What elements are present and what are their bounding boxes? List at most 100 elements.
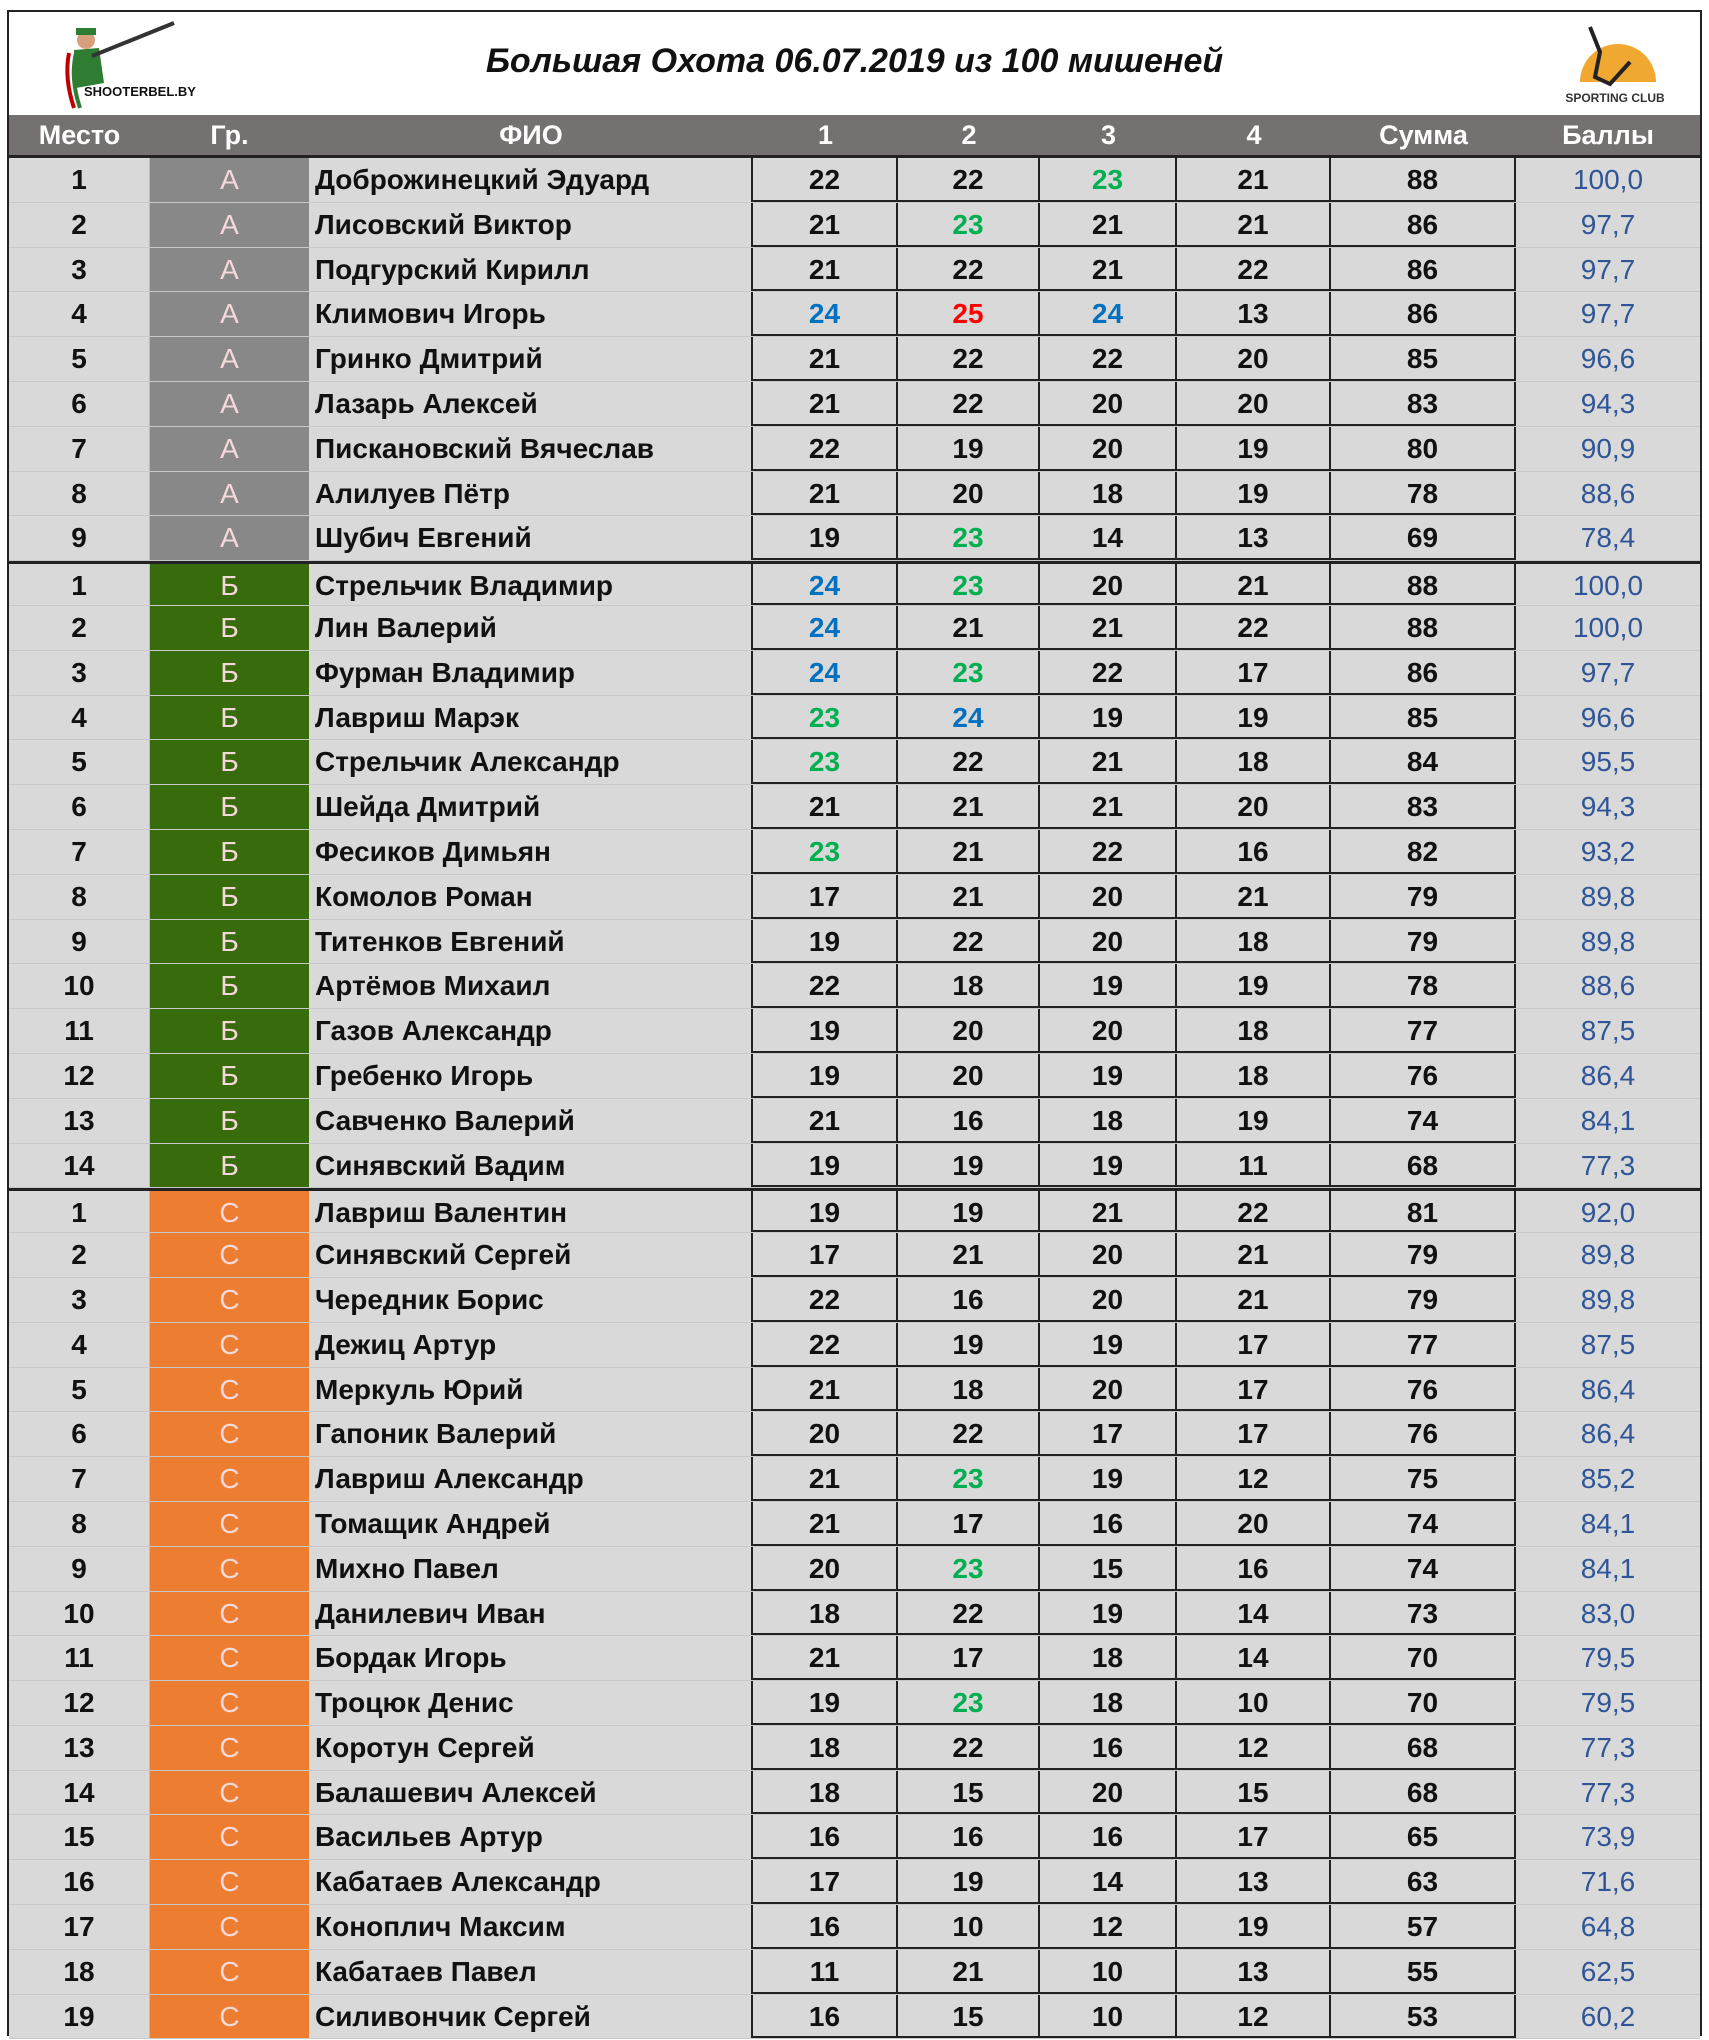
group-cell: Б <box>150 605 309 650</box>
table-row: 9 Б Титенков Евгений 19 22 20 18 79 89,8 <box>9 919 1700 965</box>
round-2-cell: 20 <box>898 1009 1040 1053</box>
group-cell: Б <box>150 1098 309 1143</box>
place-cell: 3 <box>9 650 150 695</box>
sum-cell: 86 <box>1331 650 1516 695</box>
name-cell: Артёмов Михаил <box>309 964 753 1009</box>
sum-cell: 75 <box>1331 1457 1516 1501</box>
round-2-cell: 22 <box>898 337 1040 381</box>
place-cell: 7 <box>9 829 150 874</box>
round-1-cell: 17 <box>753 1860 898 1905</box>
table-row: 3 А Подгурский Кирилл 21 22 21 22 86 97,7 <box>9 247 1700 293</box>
points-cell: 97,7 <box>1580 298 1636 330</box>
round-1-cell: 18 <box>753 1591 898 1636</box>
points-cell: 84,1 <box>1580 1104 1636 1136</box>
name-cell: Кабатаев Александр <box>309 1860 753 1905</box>
group-cell: С <box>150 1949 309 1994</box>
round-1-cell: 21 <box>753 381 898 426</box>
table-row: 6 Б Шейда Дмитрий 21 21 21 20 83 94,3 <box>9 785 1700 830</box>
name-cell: Данилевич Иван <box>309 1591 753 1636</box>
group-cell: Б <box>150 829 309 874</box>
sum-cell: 76 <box>1331 1412 1516 1457</box>
name-cell: Михно Павел <box>309 1546 753 1591</box>
place-cell: 6 <box>9 381 150 426</box>
round-2-cell: 18 <box>898 1367 1040 1412</box>
group-cell: Б <box>150 564 309 605</box>
sum-cell: 57 <box>1331 1905 1516 1949</box>
name-cell: Савченко Валерий <box>309 1098 753 1143</box>
round-3-cell: 18 <box>1040 471 1177 516</box>
sum-cell: 79 <box>1331 919 1516 964</box>
points-cell: 94,3 <box>1580 791 1636 823</box>
round-3-cell: 12 <box>1040 1905 1177 1949</box>
shooterbel-logo: SHOOTERBEL.BY <box>65 21 196 109</box>
place-cell: 8 <box>9 1501 150 1546</box>
place-cell: 4 <box>9 695 150 740</box>
points-cell: 97,7 <box>1580 656 1636 688</box>
sum-cell: 88 <box>1331 158 1516 202</box>
name-cell: Алилуев Пётр <box>309 471 753 516</box>
round-4-cell: 16 <box>1177 1546 1331 1591</box>
group-cell: С <box>150 1233 309 1277</box>
round-1-cell: 21 <box>753 471 898 516</box>
table-row: 11 Б Газов Александр 19 20 20 18 77 87,5 <box>9 1009 1700 1054</box>
header-group: Гр. <box>210 120 249 150</box>
table-row: 6 А Лазарь Алексей 21 22 20 20 83 94,3 <box>9 381 1700 427</box>
points-cell: 79,5 <box>1580 1687 1636 1719</box>
place-cell: 15 <box>9 1815 150 1860</box>
sum-cell: 77 <box>1331 1009 1516 1053</box>
round-2-cell: 22 <box>898 158 1040 202</box>
round-4-cell: 19 <box>1177 1905 1331 1949</box>
round-1-cell: 22 <box>753 1322 898 1367</box>
round-4-cell: 21 <box>1177 1233 1331 1277</box>
place-cell: 9 <box>9 1546 150 1591</box>
round-2-cell: 19 <box>898 426 1040 471</box>
round-2-cell: 19 <box>898 1860 1040 1905</box>
round-1-cell: 21 <box>753 1367 898 1412</box>
round-4-cell: 12 <box>1177 1457 1331 1501</box>
round-2-cell: 19 <box>898 1143 1040 1188</box>
place-cell: 4 <box>9 1322 150 1367</box>
sum-cell: 74 <box>1331 1098 1516 1143</box>
table-row: 4 С Дежиц Артур 22 19 19 17 77 87,5 <box>9 1322 1700 1368</box>
round-2-cell: 22 <box>898 1725 1040 1770</box>
group-cell: Б <box>150 1009 309 1053</box>
table-row: 1 С Лавриш Валентин 19 19 21 22 81 92,0 <box>9 1188 1700 1234</box>
round-2-cell: 21 <box>898 1949 1040 1994</box>
points-cell: 64,8 <box>1580 1911 1636 1943</box>
round-1-cell: 19 <box>753 1053 898 1098</box>
table-row: 18 С Кабатаев Павел 11 21 10 13 55 62,5 <box>9 1949 1700 1995</box>
table-row: 14 С Балашевич Алексей 18 15 20 15 68 77,3 <box>9 1770 1700 1816</box>
sum-cell: 84 <box>1331 740 1516 785</box>
place-cell: 10 <box>9 964 150 1009</box>
name-cell: Бордак Игорь <box>309 1636 753 1681</box>
round-2-cell: 23 <box>898 650 1040 695</box>
round-3-cell: 23 <box>1040 158 1177 202</box>
table-row: 8 А Алилуев Пётр 21 20 18 19 78 88,6 <box>9 471 1700 517</box>
round-2-cell: 17 <box>898 1636 1040 1681</box>
group-cell: А <box>150 158 309 202</box>
round-4-cell: 21 <box>1177 1277 1331 1322</box>
group-cell: С <box>150 1815 309 1860</box>
round-4-cell: 20 <box>1177 337 1331 381</box>
round-3-cell: 10 <box>1040 1949 1177 1994</box>
table-row: 9 А Шубич Евгений 19 23 14 13 69 78,4 <box>9 516 1700 562</box>
round-1-cell: 24 <box>753 564 898 605</box>
place-cell: 7 <box>9 1457 150 1501</box>
name-cell: Подгурский Кирилл <box>309 247 753 292</box>
round-3-cell: 20 <box>1040 1367 1177 1412</box>
points-cell: 100,0 <box>1572 611 1644 643</box>
round-1-cell: 18 <box>753 1725 898 1770</box>
round-3-cell: 20 <box>1040 874 1177 919</box>
round-4-cell: 18 <box>1177 1053 1331 1098</box>
name-cell: Дежиц Артур <box>309 1322 753 1367</box>
group-cell: С <box>150 1546 309 1591</box>
round-4-cell: 22 <box>1177 247 1331 292</box>
round-3-cell: 15 <box>1040 1546 1177 1591</box>
round-4-cell: 10 <box>1177 1681 1331 1725</box>
round-1-cell: 11 <box>753 1949 898 1994</box>
points-cell: 87,5 <box>1580 1328 1636 1360</box>
round-1-cell: 21 <box>753 202 898 247</box>
round-1-cell: 16 <box>753 1815 898 1860</box>
round-1-cell: 18 <box>753 1770 898 1815</box>
place-cell: 6 <box>9 785 150 829</box>
